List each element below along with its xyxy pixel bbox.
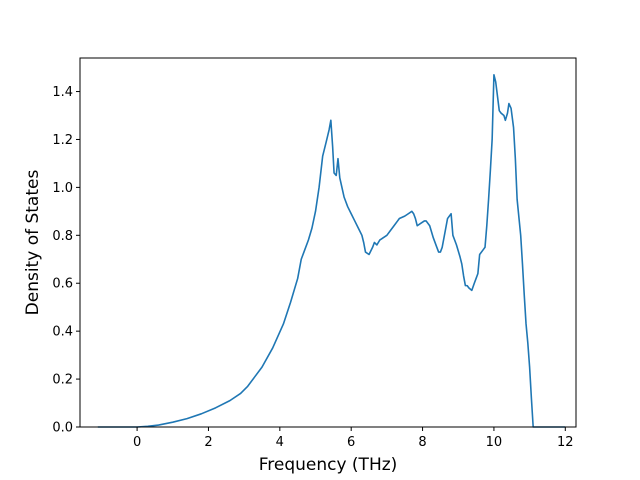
x-tick-label: 2: [204, 435, 212, 450]
y-tick-label: 1.0: [52, 181, 73, 196]
y-tick-label: 1.2: [52, 133, 73, 148]
y-axis-label: Density of States: [23, 170, 43, 316]
x-tick-label: 4: [276, 435, 284, 450]
x-tick-label: 0: [133, 435, 141, 450]
x-tick-label: 12: [557, 435, 574, 450]
y-tick-label: 0.4: [52, 325, 73, 340]
y-tick-label: 0.8: [52, 229, 73, 244]
dos-series-line: [97, 73, 566, 428]
x-axis-label: Frequency (THz): [259, 455, 398, 475]
y-tick-label: 1.4: [52, 85, 73, 100]
y-tick-label: 0.0: [52, 421, 73, 436]
x-tick-label: 10: [486, 435, 503, 450]
plot-area: [97, 73, 566, 428]
x-tick-label: 8: [418, 435, 426, 450]
y-tick-label: 0.6: [52, 277, 73, 292]
x-tick-label: 6: [347, 435, 355, 450]
x-axis-ticks: 0 2 4 6 8 10 12: [133, 427, 574, 450]
axes-frame: [79, 57, 577, 428]
y-axis-ticks: 0.0 0.2 0.4 0.6 0.8 1.0 1.2 1.4: [52, 85, 80, 436]
y-tick-label: 0.2: [52, 373, 73, 388]
